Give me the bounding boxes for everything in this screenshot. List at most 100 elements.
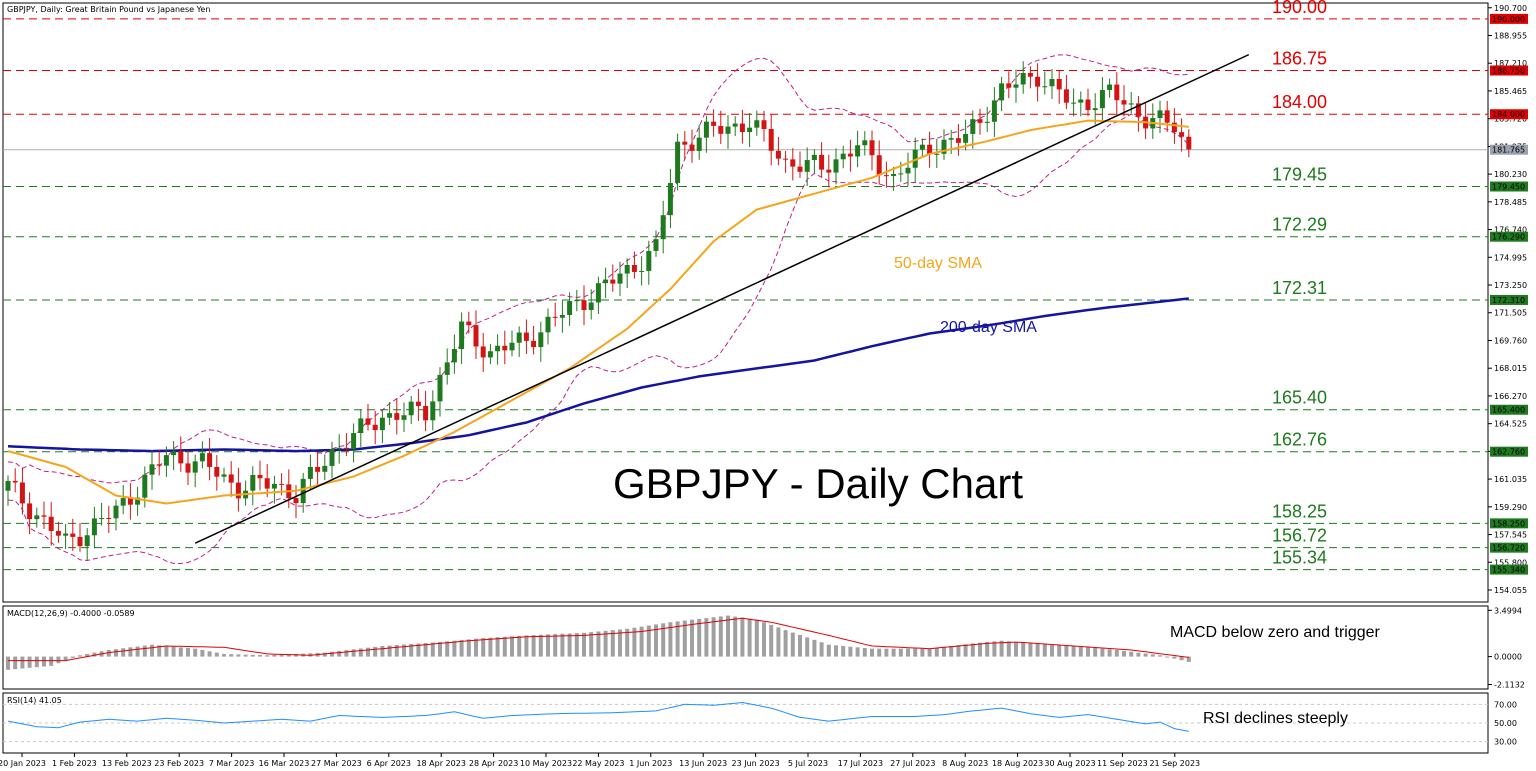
candle-body bbox=[991, 100, 997, 122]
macd-bar bbox=[754, 619, 759, 657]
macd-bar bbox=[877, 648, 882, 657]
macd-bar bbox=[970, 643, 975, 657]
macd-bar bbox=[898, 648, 903, 657]
macd-bar bbox=[27, 656, 32, 668]
macd-bar bbox=[1158, 655, 1162, 657]
price-tick-label: 174.995 bbox=[1494, 253, 1527, 262]
price-tick-label: 176.740 bbox=[1494, 226, 1527, 235]
candle-body bbox=[639, 270, 645, 272]
macd-bar bbox=[416, 643, 421, 657]
candle-body bbox=[19, 482, 25, 504]
macd-bar bbox=[85, 653, 90, 657]
macd-bar bbox=[459, 640, 464, 657]
candle-body bbox=[163, 455, 169, 466]
macd-bar bbox=[1057, 645, 1062, 657]
candle-body bbox=[293, 498, 299, 504]
macd-bar bbox=[128, 647, 133, 657]
macd-bar bbox=[841, 646, 846, 657]
macd-bar bbox=[1150, 654, 1155, 657]
macd-bar bbox=[1050, 644, 1054, 657]
macd-bar bbox=[49, 656, 54, 666]
macd-bar bbox=[114, 649, 118, 657]
level-label-158.250: 158.25 bbox=[1272, 501, 1327, 521]
sma50-label: 50-day SMA bbox=[894, 255, 982, 272]
macd-bar bbox=[704, 618, 709, 657]
macd-bar bbox=[726, 615, 730, 657]
date-label: 16 Mar 2023 bbox=[259, 759, 310, 768]
macd-bar bbox=[200, 649, 205, 657]
macd-bar bbox=[531, 635, 536, 657]
date-label: 8 Aug 2023 bbox=[942, 759, 988, 768]
price-tick-label: 157.545 bbox=[1494, 531, 1527, 540]
candle-body bbox=[667, 182, 673, 216]
candle-body bbox=[797, 166, 803, 172]
candle-body bbox=[624, 265, 630, 274]
macd-bar bbox=[862, 648, 867, 657]
candle-body bbox=[408, 401, 414, 416]
candle-body bbox=[351, 433, 357, 450]
date-label: 23 Jun 2023 bbox=[732, 759, 780, 768]
macd-bar bbox=[884, 648, 889, 657]
macd-bar bbox=[956, 645, 961, 657]
candle-body bbox=[106, 518, 112, 520]
candle-body bbox=[1099, 89, 1105, 109]
macd-bar bbox=[1122, 650, 1126, 657]
macd-tick-label: -2.1132 bbox=[1494, 681, 1525, 690]
candle-body bbox=[919, 144, 925, 150]
candle-body bbox=[761, 120, 767, 130]
candle-body bbox=[653, 239, 659, 251]
macd-bar bbox=[1042, 644, 1047, 657]
level-label-162.760: 162.76 bbox=[1272, 430, 1327, 450]
rsi-tick-label: 50.00 bbox=[1494, 719, 1517, 728]
macd-bar bbox=[690, 619, 694, 657]
price-tag-172.310 bbox=[1490, 294, 1528, 305]
candle-body bbox=[1092, 108, 1098, 111]
price-tag-label: 179.450 bbox=[1492, 183, 1525, 192]
candle-body bbox=[156, 464, 162, 466]
candle-body bbox=[264, 478, 270, 489]
candle-body bbox=[833, 159, 839, 173]
candle-body bbox=[127, 498, 133, 505]
candle-body bbox=[27, 503, 33, 520]
macd-bar bbox=[164, 646, 169, 657]
price-tick-label: 178.485 bbox=[1494, 198, 1527, 207]
macd-bar bbox=[747, 618, 752, 657]
macd-bar bbox=[265, 655, 270, 657]
sma50-line bbox=[7, 119, 1189, 505]
rsi-note: RSI declines steeply bbox=[1203, 710, 1348, 727]
date-label: 28 Apr 2023 bbox=[469, 759, 518, 768]
candle-body bbox=[869, 140, 875, 156]
candle-body bbox=[682, 141, 688, 145]
candle-body bbox=[581, 300, 587, 311]
macd-bar bbox=[567, 633, 572, 657]
macd-bar bbox=[452, 640, 457, 657]
macd-header: MACD(12,26,9) -0.4000 -0.0589 bbox=[7, 609, 135, 618]
macd-bar bbox=[805, 637, 810, 657]
candle-body bbox=[192, 461, 198, 473]
candle-body bbox=[271, 483, 277, 489]
macd-bar bbox=[1100, 648, 1105, 657]
macd-bar bbox=[978, 642, 982, 657]
candle-body bbox=[473, 325, 479, 347]
macd-bar bbox=[632, 627, 637, 657]
macd-bar bbox=[913, 648, 918, 657]
candle-body bbox=[401, 415, 407, 420]
macd-bar bbox=[776, 627, 781, 657]
macd-bar bbox=[546, 634, 550, 657]
macd-bar bbox=[70, 656, 75, 658]
rsi-header: RSI(14) 41.05 bbox=[7, 696, 62, 705]
candle-body bbox=[48, 516, 54, 532]
candle-body bbox=[1107, 84, 1113, 90]
macd-bar bbox=[834, 645, 838, 657]
macd-bar bbox=[344, 650, 349, 657]
main-chart-header: GBPJPY, Daily: Great Britain Pound vs Ja… bbox=[7, 5, 210, 14]
macd-bar bbox=[639, 626, 644, 657]
macd-tick-label: 0.0000 bbox=[1494, 653, 1522, 662]
candle-body bbox=[430, 401, 436, 421]
macd-panel bbox=[2, 605, 1489, 690]
macd-bar bbox=[618, 629, 622, 657]
macd-bar bbox=[733, 616, 738, 657]
sma200-line bbox=[7, 297, 1189, 453]
date-label: 1 Feb 2023 bbox=[52, 759, 97, 768]
